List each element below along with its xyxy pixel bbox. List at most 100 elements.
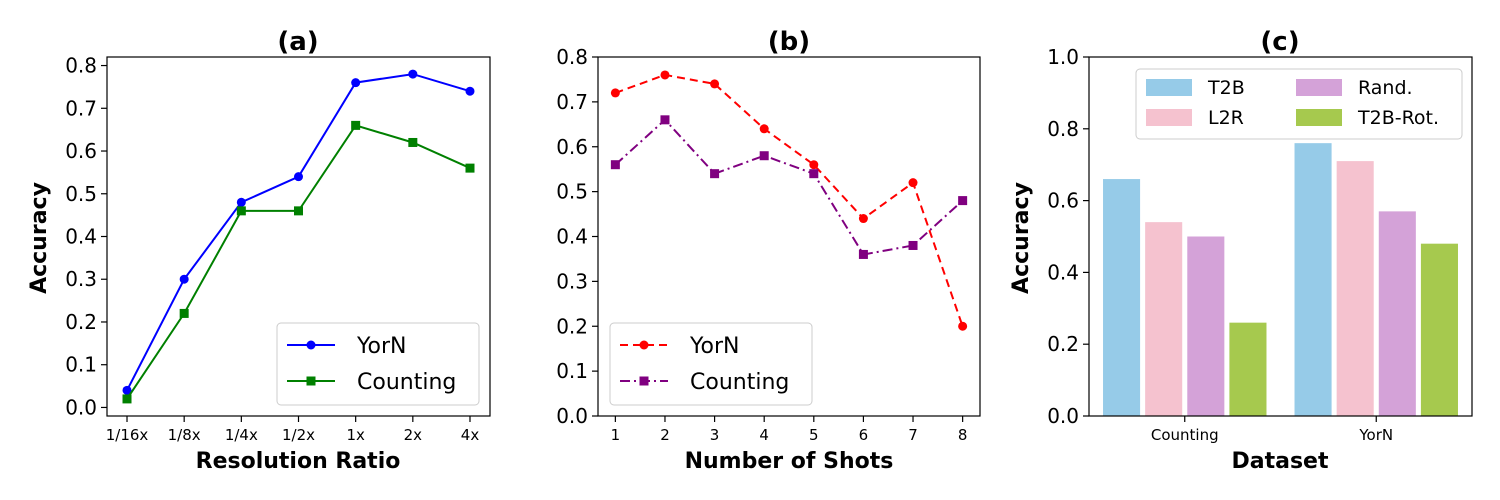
ytick-label: 0.8 bbox=[65, 54, 97, 78]
data-point bbox=[610, 160, 620, 170]
data-point bbox=[958, 321, 968, 331]
data-point bbox=[759, 151, 769, 161]
ytick-label: 0.8 bbox=[1047, 117, 1079, 141]
xtick-label: 6 bbox=[859, 426, 869, 444]
legend-marker bbox=[639, 340, 649, 350]
data-point bbox=[809, 169, 819, 179]
legend-swatch bbox=[1146, 109, 1192, 126]
xtick-label: 1/16x bbox=[106, 426, 149, 444]
xlabel-b: Number of Shots bbox=[685, 449, 894, 474]
data-point bbox=[236, 206, 246, 216]
panel-c: (c) Dataset Accuracy 0.0 0.2 0.4 0.6 0.8 1.0 C… bbox=[1009, 27, 1473, 474]
legend: YorN Counting bbox=[609, 322, 813, 406]
xtick-label: 5 bbox=[809, 426, 819, 444]
data-point bbox=[660, 115, 670, 125]
xtick-label: 4x bbox=[461, 426, 480, 444]
legend-label: YorN bbox=[356, 334, 406, 359]
ylabel-c: Accuracy bbox=[1009, 182, 1034, 294]
legend: T2B L2R Rand. T2B-Rot. bbox=[1135, 68, 1463, 140]
data-point bbox=[858, 249, 868, 259]
ytick-label: 0.7 bbox=[65, 96, 97, 120]
series-line-counting bbox=[614, 118, 964, 256]
xtick-label: Counting bbox=[1151, 426, 1219, 444]
ytick-label: 0.6 bbox=[1047, 189, 1079, 213]
legend-swatch bbox=[1296, 79, 1342, 96]
ytick-label: 1.0 bbox=[1047, 45, 1079, 69]
legend-label: T2B bbox=[1207, 77, 1245, 99]
bar-t2b-yorn bbox=[1294, 143, 1332, 416]
bar-l2r-yorn bbox=[1336, 161, 1374, 416]
data-point bbox=[610, 88, 620, 98]
ytick-label: 0.1 bbox=[65, 353, 97, 377]
ytick-label: 0.7 bbox=[556, 90, 588, 114]
ytick-label: 0.3 bbox=[65, 267, 97, 291]
ytick-label: 0.4 bbox=[556, 225, 588, 249]
legend-swatch bbox=[1146, 79, 1192, 96]
title-b: (b) bbox=[768, 27, 810, 57]
legend-label: T2B-Rot. bbox=[1357, 107, 1439, 129]
data-point bbox=[465, 163, 475, 173]
legend-label: Counting bbox=[690, 370, 789, 395]
ytick-label: 0.4 bbox=[1047, 260, 1079, 284]
bar-rand--yorn bbox=[1378, 211, 1416, 416]
legend-marker bbox=[639, 376, 649, 386]
data-point bbox=[958, 196, 968, 206]
ytick-label: 0.0 bbox=[65, 395, 97, 419]
title-a: (a) bbox=[277, 27, 318, 57]
ytick-label: 0.0 bbox=[556, 404, 588, 428]
bar-t2b-rot--yorn bbox=[1420, 243, 1458, 416]
legend-label: YorN bbox=[689, 334, 739, 359]
data-point bbox=[294, 206, 303, 216]
ytick-label: 0.2 bbox=[556, 314, 588, 338]
legend-label: Counting bbox=[357, 370, 456, 395]
xtick-label: 1/8x bbox=[168, 426, 201, 444]
bar-l2r-counting bbox=[1145, 222, 1183, 416]
xlabel-c: Dataset bbox=[1231, 449, 1328, 474]
data-point bbox=[179, 274, 189, 284]
data-point bbox=[660, 70, 670, 80]
xtick-label: 1/4x bbox=[225, 426, 258, 444]
xtick-label: 1 bbox=[611, 426, 621, 444]
data-point bbox=[809, 160, 819, 170]
ylabel-a: Accuracy bbox=[27, 182, 52, 294]
xtick-label: YorN bbox=[1358, 426, 1393, 444]
legend-marker bbox=[306, 376, 316, 386]
panel-a: (a) Resolution Ratio Accuracy 0.0 0.1 0.2 0… bbox=[27, 27, 491, 474]
ytick-label: 0.3 bbox=[556, 269, 588, 293]
ytick-label: 0.2 bbox=[65, 310, 97, 334]
data-point bbox=[908, 178, 918, 188]
legend-label: Rand. bbox=[1358, 77, 1413, 99]
legend-swatch bbox=[1296, 109, 1342, 126]
data-point bbox=[351, 78, 361, 88]
ytick-label: 0.4 bbox=[65, 225, 97, 249]
legend-marker bbox=[306, 340, 316, 350]
xtick-label: 3 bbox=[710, 426, 720, 444]
ytick-label: 0.1 bbox=[556, 359, 588, 383]
bar-rand--counting bbox=[1187, 236, 1225, 416]
data-point bbox=[408, 69, 418, 79]
ytick-label: 0.6 bbox=[65, 139, 97, 163]
title-c: (c) bbox=[1260, 27, 1299, 57]
legend-box bbox=[276, 322, 480, 406]
data-point bbox=[236, 197, 246, 207]
series-line-yorn bbox=[615, 73, 964, 327]
ytick-label: 0.5 bbox=[556, 180, 588, 204]
data-point bbox=[465, 86, 475, 96]
data-point bbox=[710, 169, 720, 179]
data-point bbox=[710, 79, 720, 89]
bar-t2b-counting bbox=[1103, 179, 1141, 416]
legend-box bbox=[1135, 68, 1463, 140]
xtick-label: 1x bbox=[346, 426, 365, 444]
ytick-label: 0.6 bbox=[556, 135, 588, 159]
legend: YorN Counting bbox=[276, 322, 480, 406]
data-point bbox=[351, 120, 361, 130]
xlabel-a: Resolution Ratio bbox=[196, 449, 401, 474]
data-point bbox=[908, 240, 918, 250]
data-point bbox=[408, 137, 418, 147]
legend-label: L2R bbox=[1208, 107, 1244, 129]
xtick-label: 8 bbox=[958, 426, 968, 444]
data-point bbox=[179, 308, 189, 318]
xtick-label: 4 bbox=[759, 426, 769, 444]
xtick-label: 7 bbox=[908, 426, 918, 444]
